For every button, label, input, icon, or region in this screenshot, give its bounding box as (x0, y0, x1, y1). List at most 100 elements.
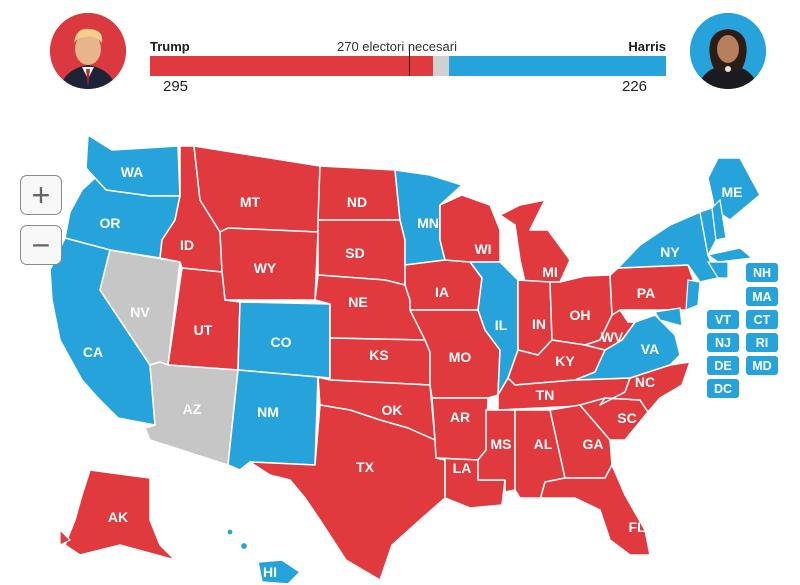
state-label-nm: NM (257, 404, 279, 420)
small-state-ri[interactable]: RI (746, 333, 778, 352)
md-shape (654, 307, 683, 327)
state-label-in: IN (532, 316, 546, 332)
right-candidate-votes: 226 (622, 78, 648, 95)
state-ar[interactable] (431, 397, 489, 461)
state-label-mn: MN (417, 215, 439, 231)
nh-shape (711, 198, 727, 241)
right-candidate-name: Harris (628, 39, 666, 54)
state-label-co: CO (271, 334, 292, 350)
state-label-ny: NY (660, 244, 680, 260)
harris-portrait (690, 13, 766, 89)
state-label-az: AZ (183, 401, 202, 417)
state-label-wv: WV (601, 329, 624, 345)
state-fl[interactable] (519, 464, 651, 556)
state-tx[interactable] (249, 404, 446, 581)
small-state-label: MA (752, 290, 771, 304)
ma-shape (706, 247, 754, 263)
small-state-box[interactable] (707, 379, 739, 398)
small-state-box[interactable] (707, 356, 739, 375)
ct-shape (706, 261, 729, 279)
small-state-box[interactable] (746, 356, 778, 375)
state-wv[interactable] (584, 309, 636, 351)
state-nd[interactable] (317, 165, 401, 221)
left-candidate-votes: 295 (163, 78, 189, 95)
state-label-nd: ND (347, 194, 367, 210)
small-state-vt[interactable]: VT (707, 310, 739, 329)
state-nm[interactable] (227, 369, 319, 471)
state-label-fl: FL (628, 519, 646, 535)
threshold-marker (408, 46, 411, 76)
threshold-label: 270 electori necesari (337, 39, 457, 54)
small-state-box[interactable] (746, 287, 778, 306)
nj-shape (685, 279, 701, 311)
zoom-in-button[interactable]: + (20, 175, 62, 215)
state-label-la: LA (453, 460, 472, 476)
state-label-tn: TN (536, 387, 555, 403)
state-va[interactable] (574, 314, 681, 381)
small-state-nh[interactable]: NH (746, 263, 778, 282)
state-mt[interactable] (193, 145, 321, 233)
state-ak[interactable] (64, 469, 176, 561)
right-candidate-bar (449, 56, 666, 76)
small-state-dc[interactable]: DC (707, 379, 739, 398)
state-label-al: AL (534, 436, 553, 452)
small-state-label: DE (714, 359, 731, 373)
small-state-label: DC (714, 382, 732, 396)
state-label-wy: WY (254, 260, 277, 276)
state-label-id: ID (180, 237, 194, 253)
small-state-label: CT (754, 313, 771, 327)
small-state-box[interactable] (707, 310, 739, 329)
electoral-tally-bar (150, 46, 666, 76)
small-state-ma[interactable]: MA (746, 287, 778, 306)
state-label-mi: MI (542, 264, 558, 280)
state-label-wa: WA (121, 164, 144, 180)
state-label-ga: GA (583, 436, 604, 452)
small-state-label: MD (752, 359, 771, 373)
state-label-va: VA (641, 341, 659, 357)
state-label-ne: NE (348, 294, 367, 310)
state-label-hi: HI (263, 564, 277, 580)
state-nc[interactable] (599, 361, 691, 413)
small-state-de[interactable]: DE (707, 356, 739, 375)
state-label-ky: KY (555, 353, 575, 369)
small-state-label: RI (756, 336, 769, 350)
small-state-box[interactable] (746, 333, 778, 352)
state-label-ms: MS (491, 436, 512, 452)
small-state-nj[interactable]: NJ (707, 333, 739, 352)
state-hi[interactable] (257, 559, 301, 585)
state-mi[interactable] (499, 199, 571, 283)
state-label-or: OR (100, 215, 121, 231)
state-label-il: IL (495, 317, 508, 333)
state-label-sd: SD (345, 245, 364, 261)
state-label-ks: KS (369, 347, 388, 363)
small-state-ct[interactable]: CT (746, 310, 778, 329)
zoom-out-button[interactable]: − (20, 225, 62, 265)
state-label-ar: AR (450, 409, 470, 425)
state-label-mo: MO (449, 349, 472, 365)
small-state-label: NH (753, 266, 771, 280)
state-label-nv: NV (130, 304, 150, 320)
alaska-peninsula (59, 528, 72, 546)
small-state-box[interactable] (746, 263, 778, 282)
small-state-md[interactable]: MD (746, 356, 778, 375)
state-label-wi: WI (474, 241, 491, 257)
state-label-pa: PA (637, 285, 655, 301)
state-label-nc: NC (635, 374, 655, 390)
state-label-oh: OH (570, 307, 591, 323)
state-label-ak: AK (108, 509, 128, 525)
state-label-me: ME (722, 184, 743, 200)
state-label-ca: CA (83, 344, 103, 360)
state-label-sc: SC (617, 410, 636, 426)
small-state-label: VT (715, 313, 731, 327)
state-label-tx: TX (356, 459, 375, 475)
hawaii-island-2 (239, 541, 249, 551)
state-label-ok: OK (382, 402, 403, 418)
small-state-label: NJ (715, 336, 731, 350)
small-state-box[interactable] (707, 333, 739, 352)
state-label-ut: UT (194, 322, 213, 338)
left-candidate-bar (150, 56, 433, 76)
state-label-ia: IA (435, 284, 449, 300)
small-state-box[interactable] (746, 310, 778, 329)
left-candidate-name: Trump (150, 39, 190, 54)
